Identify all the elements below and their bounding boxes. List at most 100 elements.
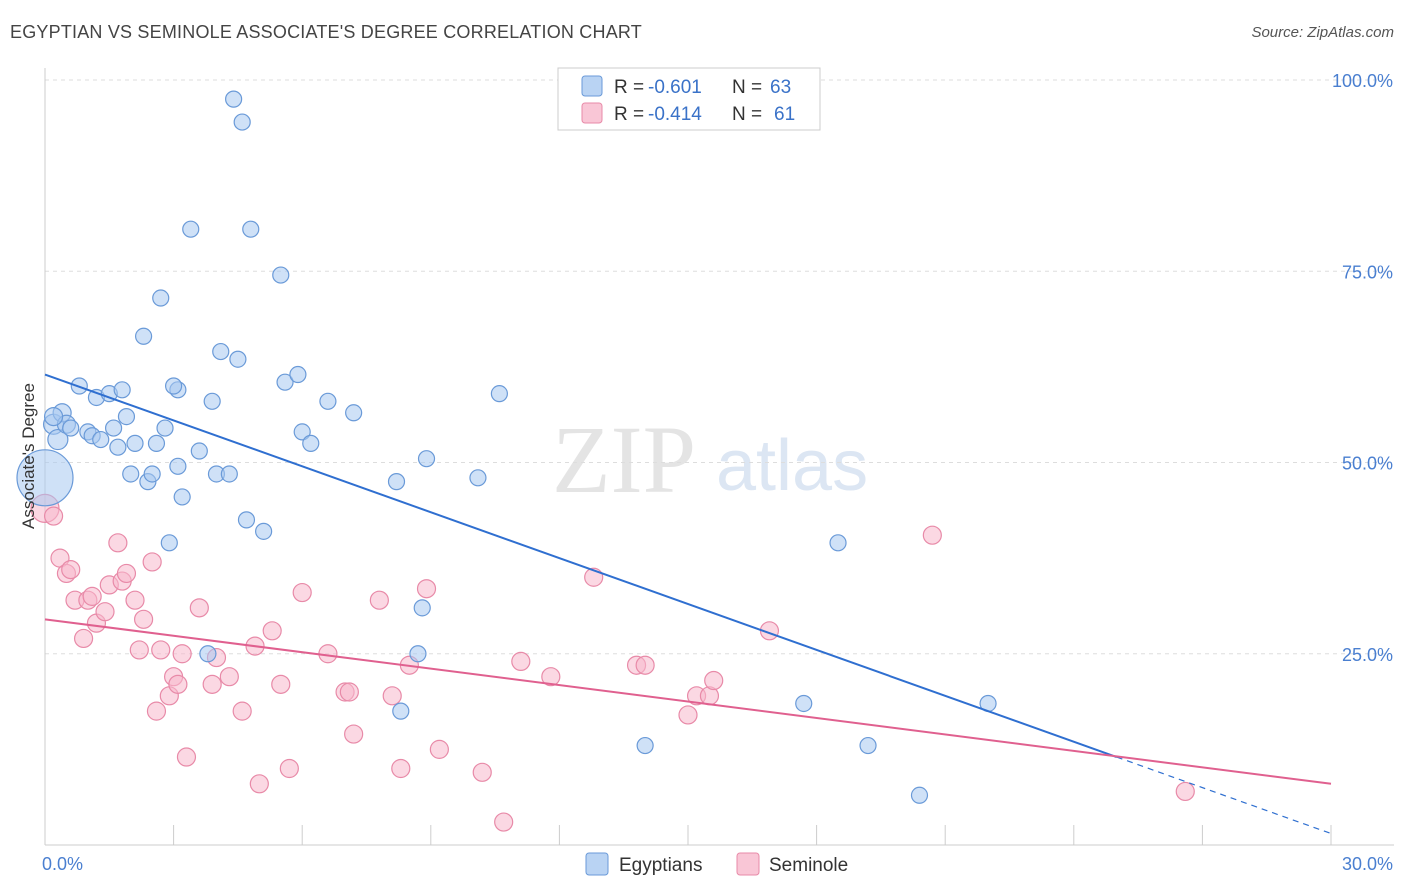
egyptians-trend-line [44, 373, 1118, 758]
egyptians-point-26 [173, 488, 191, 506]
seminole-point-8 [82, 586, 102, 606]
seminole-point-50 [541, 667, 561, 687]
egyptians-point-43 [293, 423, 311, 441]
y-tick-label-3: 100.0% [1332, 71, 1393, 91]
seminole-point-24 [172, 644, 192, 664]
grid [45, 79, 1391, 655]
seminole-point-6 [73, 628, 94, 649]
seminole-point-40 [344, 724, 364, 744]
egyptians-point-41 [276, 373, 294, 391]
egyptians-point-47 [387, 473, 406, 491]
seminole-point-60 [1175, 781, 1195, 802]
egyptians-point-19 [143, 465, 161, 483]
seminole-point-20 [151, 640, 171, 660]
legend-seminole-swatch [581, 102, 603, 124]
legend-row2-r-label: R = [614, 104, 649, 125]
egyptians-point-39 [255, 522, 273, 540]
egyptians-point-38 [242, 220, 260, 238]
seminole-point-15 [125, 590, 145, 610]
seminole-point-19 [146, 701, 167, 721]
y-tick-label-2: 75.0% [1342, 262, 1393, 282]
legend-top: R = -0.601 N = 63 R = -0.414 N = 61 [557, 67, 821, 131]
seminole-point-14 [116, 563, 137, 584]
seminole-point-53 [635, 655, 655, 675]
egyptians-point-10 [92, 430, 110, 449]
watermark-atlas: atlas [716, 426, 868, 506]
seminole-point-30 [232, 701, 252, 721]
bottom-legend-seminole-label: Seminole [769, 855, 848, 876]
egyptians-point-42 [289, 365, 307, 384]
egyptians-point-45 [319, 392, 337, 410]
legend-row1-r-value: -0.601 [648, 77, 702, 98]
egyptians-point-30 [203, 392, 221, 410]
egyptians-point-61 [104, 419, 123, 437]
seminole-point-42 [382, 686, 402, 706]
egyptians-point-58 [910, 786, 929, 804]
egyptians-point-55 [795, 694, 813, 713]
egyptians-point-37 [237, 511, 256, 529]
seminole-point-34 [271, 674, 291, 694]
egyptians-point-32 [212, 342, 230, 361]
egyptians-point-14 [117, 408, 136, 426]
egyptians-point-40 [272, 266, 290, 284]
seminole-point-25 [176, 747, 197, 767]
legend-egyptians-swatch [581, 75, 603, 97]
seminole-point-33 [262, 621, 282, 641]
egyptians-point-20 [147, 434, 166, 452]
seminole-point-57 [704, 670, 724, 691]
egyptians-point-62 [165, 377, 183, 395]
legend-row2-r-value: -0.414 [648, 104, 702, 125]
seminole-point-46 [429, 739, 449, 759]
seminole-point-48 [494, 812, 514, 832]
egyptians-point-28 [190, 442, 208, 460]
seminole-point-47 [472, 762, 492, 782]
egyptians-points [16, 90, 997, 804]
x-tick-label-min: 0.0% [42, 854, 83, 874]
egyptians-point-36 [233, 113, 251, 131]
egyptians-point-12 [109, 438, 127, 456]
egyptians-point-57 [859, 736, 877, 755]
seminole-point-23 [168, 674, 188, 694]
seminole-point-29 [219, 667, 239, 687]
seminole-point-1 [43, 506, 64, 526]
legend-row2-n-value: 61 [774, 104, 795, 125]
seminole-point-45 [416, 579, 437, 599]
source-label: Source: ZipAtlas.com [1251, 24, 1394, 41]
y-tick-labels: 25.0% 50.0% 75.0% 100.0% [1332, 71, 1393, 665]
egyptians-point-25 [169, 457, 187, 475]
y-axis-label: Associate's Degree [19, 383, 38, 529]
egyptians-point-17 [134, 327, 153, 345]
egyptians-point-49 [409, 645, 427, 663]
bottom-legend-seminole-swatch [736, 852, 760, 876]
legend-row1-n-label: N = [732, 77, 767, 98]
egyptians-point-23 [160, 534, 178, 552]
seminole-point-36 [292, 582, 312, 603]
seminole-point-49 [511, 651, 531, 672]
seminole-point-41 [369, 590, 389, 610]
trend-lines [44, 373, 1332, 835]
egyptians-point-54 [636, 736, 654, 755]
egyptians-point-52 [469, 469, 487, 487]
egyptians-trend-extension [1116, 756, 1332, 835]
seminole-points [30, 493, 1195, 832]
seminole-point-43 [391, 758, 411, 779]
egyptians-point-51 [417, 450, 436, 468]
x-tick-labels: 0.0% 30.0% [42, 854, 1393, 874]
chart-title: EGYPTIAN VS SEMINOLE ASSOCIATE'S DEGREE … [10, 22, 642, 42]
legend-row2-n-label: N = [732, 104, 767, 125]
seminole-point-10 [95, 602, 115, 622]
legend-bottom: Egyptians Seminole [585, 852, 848, 876]
seminole-point-18 [142, 552, 162, 572]
egyptians-point-48 [392, 702, 410, 720]
egyptians-point-34 [225, 90, 243, 108]
seminole-point-4 [61, 559, 81, 580]
egyptians-point-44 [302, 434, 320, 452]
seminole-point-32 [249, 774, 269, 794]
seminole-trend-line [44, 618, 1332, 785]
seminole-point-12 [108, 533, 128, 553]
egyptians-point-33 [220, 465, 238, 483]
egyptians-point-13 [113, 381, 131, 399]
egyptians-point-0 [16, 449, 74, 507]
seminole-point-16 [129, 640, 149, 660]
